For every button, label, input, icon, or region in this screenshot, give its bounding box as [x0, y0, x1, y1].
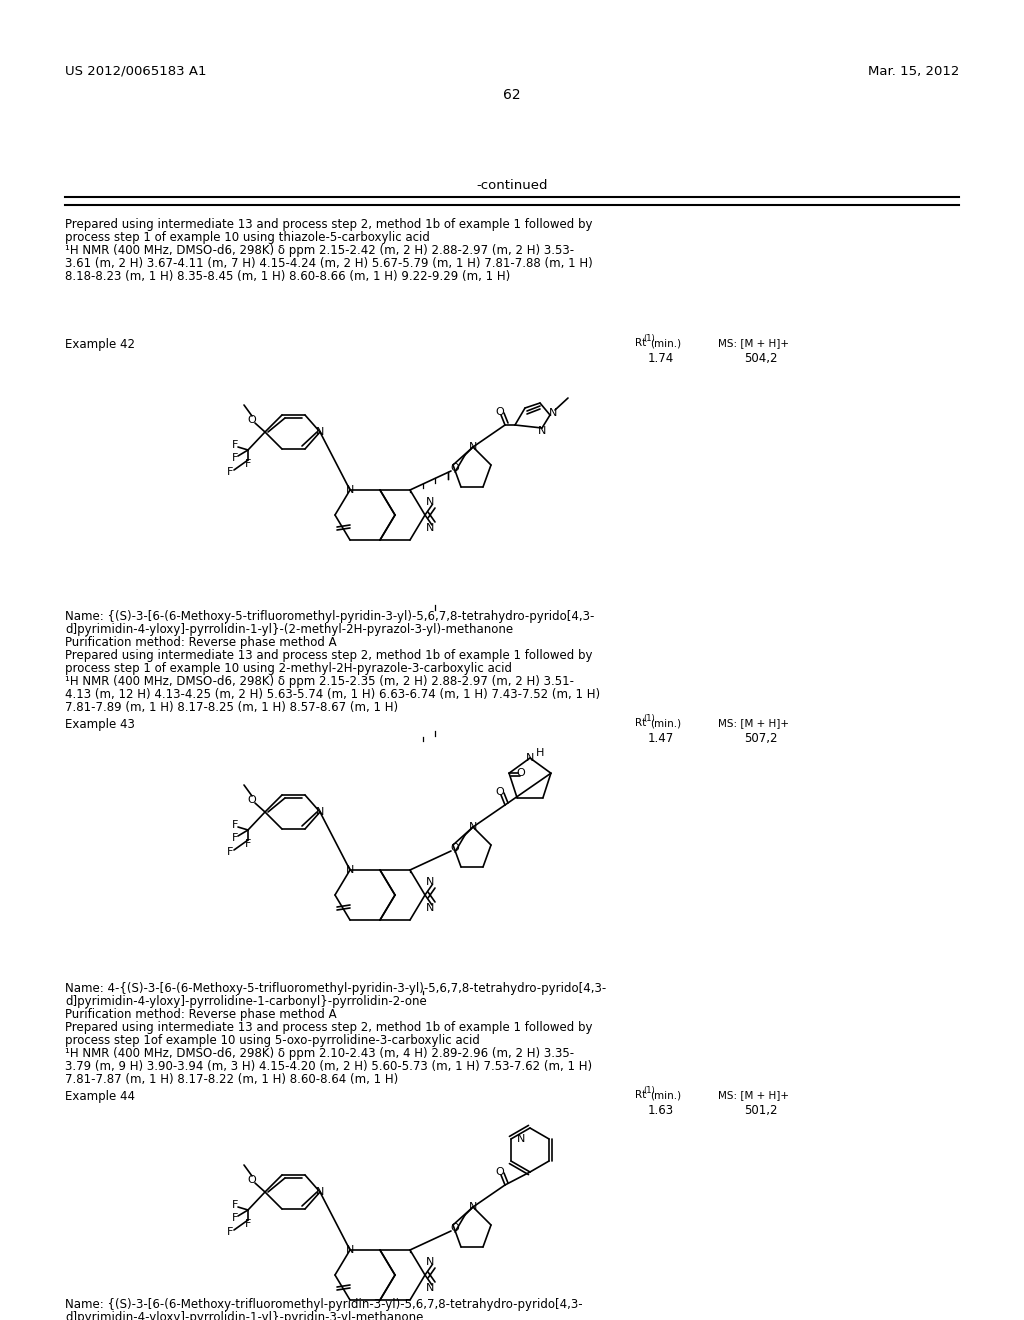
Text: F: F: [231, 820, 239, 830]
Text: N: N: [426, 1283, 434, 1294]
Text: H: H: [536, 748, 544, 758]
Text: F: F: [245, 459, 251, 469]
Text: MS: [M + H]+: MS: [M + H]+: [718, 338, 790, 348]
Text: O: O: [248, 795, 256, 805]
Text: F: F: [231, 1200, 239, 1210]
Text: MS: [M + H]+: MS: [M + H]+: [718, 718, 790, 729]
Text: N: N: [346, 484, 354, 495]
Text: 3.61 (m, 2 H) 3.67-4.11 (m, 7 H) 4.15-4.24 (m, 2 H) 5.67-5.79 (m, 1 H) 7.81-7.88: 3.61 (m, 2 H) 3.67-4.11 (m, 7 H) 4.15-4.…: [65, 257, 593, 271]
Text: d]pyrimidin-4-yloxy]-pyrrolidin-1-yl}-(2-methyl-2H-pyrazol-3-yl)-methanone: d]pyrimidin-4-yloxy]-pyrrolidin-1-yl}-(2…: [65, 623, 513, 636]
Text: Example 43: Example 43: [65, 718, 135, 731]
Text: Name: {(S)-3-[6-(6-Methoxy-trifluoromethyl-pyridin-3-yl)-5,6,7,8-tetrahydro-pyri: Name: {(S)-3-[6-(6-Methoxy-trifluorometh…: [65, 1298, 583, 1311]
Text: O: O: [451, 463, 460, 473]
Text: Example 44: Example 44: [65, 1090, 135, 1104]
Text: O: O: [451, 843, 460, 853]
Text: N: N: [549, 408, 557, 418]
Text: (1): (1): [643, 714, 654, 723]
Text: (min.): (min.): [650, 338, 681, 348]
Text: 504,2: 504,2: [744, 352, 777, 366]
Text: ¹H NMR (400 MHz, DMSO-d6, 298K) δ ppm 2.15-2.42 (m, 2 H) 2.88-2.97 (m, 2 H) 3.53: ¹H NMR (400 MHz, DMSO-d6, 298K) δ ppm 2.…: [65, 244, 574, 257]
Text: N: N: [426, 1257, 434, 1267]
Text: N: N: [469, 442, 477, 451]
Text: Purification method: Reverse phase method A: Purification method: Reverse phase metho…: [65, 1008, 337, 1020]
Text: N: N: [525, 752, 535, 763]
Text: Prepared using intermediate 13 and process step 2, method 1b of example 1 follow: Prepared using intermediate 13 and proce…: [65, 1020, 593, 1034]
Text: Prepared using intermediate 13 and process step 2, method 1b of example 1 follow: Prepared using intermediate 13 and proce…: [65, 218, 593, 231]
Text: N: N: [315, 1187, 325, 1197]
Text: (min.): (min.): [650, 1090, 681, 1100]
Text: O: O: [451, 1224, 460, 1233]
Text: N: N: [346, 865, 354, 875]
Text: Name: {(S)-3-[6-(6-Methoxy-5-trifluoromethyl-pyridin-3-yl)-5,6,7,8-tetrahydro-py: Name: {(S)-3-[6-(6-Methoxy-5-trifluorome…: [65, 610, 594, 623]
Text: Rt: Rt: [635, 338, 646, 348]
Text: process step 1 of example 10 using 2-methyl-2H-pyrazole-3-carboxylic acid: process step 1 of example 10 using 2-met…: [65, 663, 512, 675]
Text: (min.): (min.): [650, 718, 681, 729]
Text: Purification method: Reverse phase method A: Purification method: Reverse phase metho…: [65, 636, 337, 649]
Text: O: O: [248, 1175, 256, 1185]
Text: F: F: [226, 847, 233, 857]
Text: 7.81-7.89 (m, 1 H) 8.17-8.25 (m, 1 H) 8.57-8.67 (m, 1 H): 7.81-7.89 (m, 1 H) 8.17-8.25 (m, 1 H) 8.…: [65, 701, 398, 714]
Text: N: N: [426, 876, 434, 887]
Text: d]pyrimidin-4-yloxy]-pyrrolidin-1-yl}-pyridin-3-yl-methanone: d]pyrimidin-4-yloxy]-pyrrolidin-1-yl}-py…: [65, 1311, 423, 1320]
Text: 1.74: 1.74: [648, 352, 674, 366]
Text: 507,2: 507,2: [744, 733, 777, 744]
Text: O: O: [517, 768, 525, 779]
Text: Example 42: Example 42: [65, 338, 135, 351]
Text: (1): (1): [643, 1086, 654, 1096]
Text: 4.13 (m, 12 H) 4.13-4.25 (m, 2 H) 5.63-5.74 (m, 1 H) 6.63-6.74 (m, 1 H) 7.43-7.5: 4.13 (m, 12 H) 4.13-4.25 (m, 2 H) 5.63-5…: [65, 688, 600, 701]
Text: US 2012/0065183 A1: US 2012/0065183 A1: [65, 65, 207, 78]
Text: F: F: [231, 453, 239, 463]
Text: 501,2: 501,2: [744, 1104, 777, 1117]
Text: N: N: [426, 903, 434, 913]
Text: N: N: [346, 1245, 354, 1255]
Text: 8.18-8.23 (m, 1 H) 8.35-8.45 (m, 1 H) 8.60-8.66 (m, 1 H) 9.22-9.29 (m, 1 H): 8.18-8.23 (m, 1 H) 8.35-8.45 (m, 1 H) 8.…: [65, 271, 510, 282]
Text: 3.79 (m, 9 H) 3.90-3.94 (m, 3 H) 4.15-4.20 (m, 2 H) 5.60-5.73 (m, 1 H) 7.53-7.62: 3.79 (m, 9 H) 3.90-3.94 (m, 3 H) 4.15-4.…: [65, 1060, 592, 1073]
Text: 1.63: 1.63: [648, 1104, 674, 1117]
Text: N: N: [538, 426, 546, 436]
Text: F: F: [231, 1213, 239, 1224]
Text: (1): (1): [643, 334, 654, 343]
Text: F: F: [245, 1218, 251, 1229]
Text: -continued: -continued: [476, 180, 548, 191]
Text: Rt: Rt: [635, 718, 646, 729]
Text: MS: [M + H]+: MS: [M + H]+: [718, 1090, 790, 1100]
Text: N: N: [469, 1203, 477, 1212]
Text: O: O: [496, 407, 505, 417]
Text: Rt: Rt: [635, 1090, 646, 1100]
Text: N: N: [426, 498, 434, 507]
Text: process step 1 of example 10 using thiazole-5-carboxylic acid: process step 1 of example 10 using thiaz…: [65, 231, 430, 244]
Text: O: O: [496, 1167, 505, 1177]
Text: N: N: [315, 426, 325, 437]
Text: Name: 4-{(S)-3-[6-(6-Methoxy-5-trifluoromethyl-pyridin-3-yl)-5,6,7,8-tetrahydro-: Name: 4-{(S)-3-[6-(6-Methoxy-5-trifluoro…: [65, 982, 606, 995]
Text: 62: 62: [503, 88, 521, 102]
Text: process step 1of example 10 using 5-oxo-pyrrolidine-3-carboxylic acid: process step 1of example 10 using 5-oxo-…: [65, 1034, 480, 1047]
Text: 7.81-7.87 (m, 1 H) 8.17-8.22 (m, 1 H) 8.60-8.64 (m, 1 H): 7.81-7.87 (m, 1 H) 8.17-8.22 (m, 1 H) 8.…: [65, 1073, 398, 1086]
Text: F: F: [245, 840, 251, 849]
Text: Mar. 15, 2012: Mar. 15, 2012: [867, 65, 959, 78]
Text: F: F: [226, 1228, 233, 1237]
Text: N: N: [517, 1134, 525, 1144]
Text: N: N: [315, 807, 325, 817]
Text: 1.47: 1.47: [648, 733, 674, 744]
Text: O: O: [496, 787, 505, 797]
Text: ¹H NMR (400 MHz, DMSO-d6, 298K) δ ppm 2.15-2.35 (m, 2 H) 2.88-2.97 (m, 2 H) 3.51: ¹H NMR (400 MHz, DMSO-d6, 298K) δ ppm 2.…: [65, 675, 574, 688]
Text: d]pyrimidin-4-yloxy]-pyrrolidine-1-carbonyl}-pyrrolidin-2-one: d]pyrimidin-4-yloxy]-pyrrolidine-1-carbo…: [65, 995, 427, 1008]
Text: O: O: [248, 414, 256, 425]
Text: N: N: [426, 523, 434, 533]
Text: F: F: [226, 467, 233, 477]
Text: F: F: [231, 440, 239, 450]
Text: F: F: [231, 833, 239, 843]
Text: N: N: [469, 822, 477, 832]
Text: ¹H NMR (400 MHz, DMSO-d6, 298K) δ ppm 2.10-2.43 (m, 4 H) 2.89-2.96 (m, 2 H) 3.35: ¹H NMR (400 MHz, DMSO-d6, 298K) δ ppm 2.…: [65, 1047, 574, 1060]
Text: Prepared using intermediate 13 and process step 2, method 1b of example 1 follow: Prepared using intermediate 13 and proce…: [65, 649, 593, 663]
